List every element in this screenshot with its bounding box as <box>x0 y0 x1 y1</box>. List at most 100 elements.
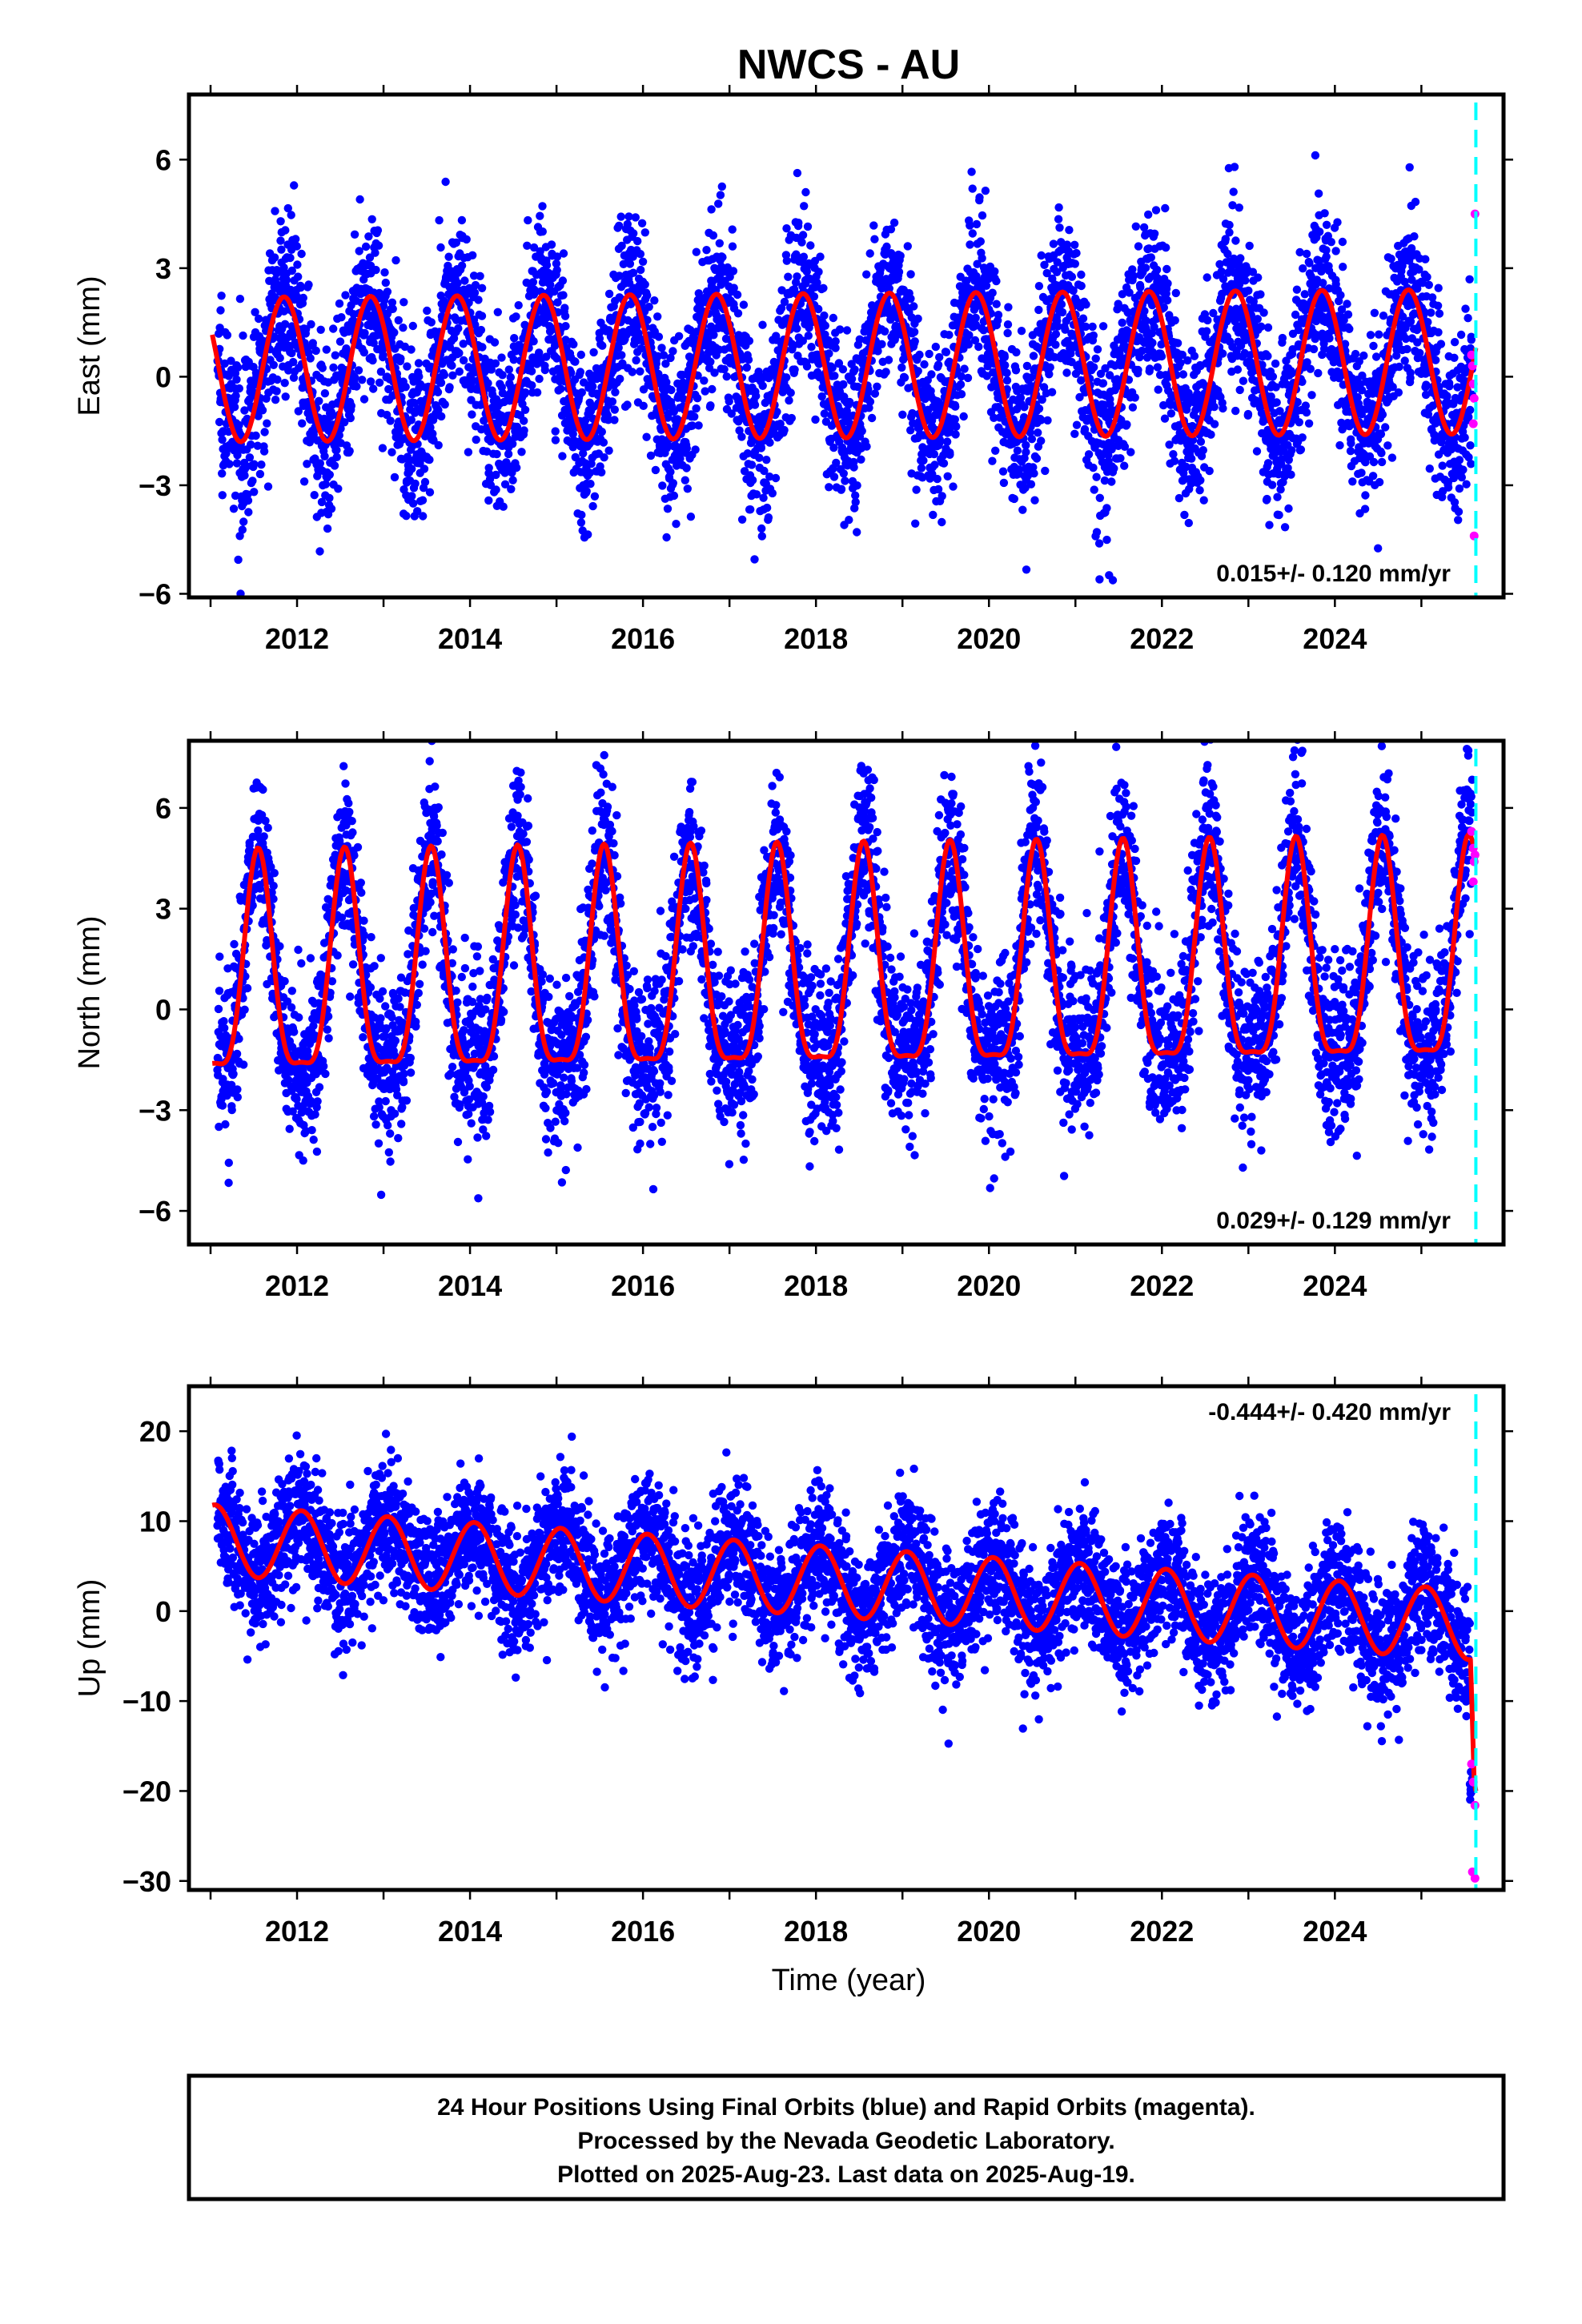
east-final-point <box>1394 388 1403 397</box>
east-final-point <box>371 265 380 275</box>
east-final-point <box>263 482 273 491</box>
east-final-point <box>220 359 229 368</box>
east-final-point <box>927 370 936 379</box>
east-final-point <box>862 270 871 279</box>
east-final-point <box>276 236 285 245</box>
east-final-point <box>976 237 986 246</box>
east-final-point <box>797 238 806 247</box>
east-final-point <box>408 464 416 473</box>
east-final-point <box>1241 276 1250 285</box>
east-final-point <box>681 476 689 485</box>
east-final-point <box>693 394 702 403</box>
east-final-point <box>1069 286 1078 296</box>
east-final-point <box>315 547 324 556</box>
east-final-point <box>239 331 247 340</box>
east-final-point <box>757 444 765 452</box>
east-final-point <box>882 242 891 251</box>
east-final-point <box>847 375 857 384</box>
east-final-point <box>940 387 949 396</box>
east-final-point <box>243 496 253 505</box>
east-final-point <box>1359 351 1368 360</box>
east-final-point <box>1331 247 1340 255</box>
east-final-point <box>1190 352 1199 360</box>
east-final-point <box>1034 305 1043 315</box>
east-final-point <box>765 472 774 481</box>
east-final-point <box>942 437 952 446</box>
east-final-point <box>653 312 662 321</box>
east-final-point <box>387 298 397 307</box>
east-final-point <box>457 261 467 270</box>
east-final-point <box>437 412 446 421</box>
east-final-point <box>1043 416 1052 425</box>
east-final-point <box>444 252 453 261</box>
east-final-point <box>332 445 341 455</box>
east-final-point <box>287 348 296 358</box>
east-final-point <box>1235 385 1244 395</box>
east-final-point <box>1368 472 1378 480</box>
east-final-point <box>780 425 789 435</box>
east-final-point <box>1150 229 1159 238</box>
east-final-point <box>1016 393 1026 402</box>
east-final-point <box>1088 322 1097 332</box>
east-final-point <box>330 461 339 470</box>
east-final-point <box>318 364 327 372</box>
east-final-point <box>880 327 889 336</box>
east-final-point <box>1252 447 1262 456</box>
east-final-point <box>490 338 500 347</box>
east-final-point <box>1306 364 1315 373</box>
east-final-point <box>217 292 226 300</box>
east-final-point <box>556 384 565 393</box>
east-final-point <box>794 219 803 227</box>
east-final-point <box>610 416 619 424</box>
east-final-point <box>1322 246 1331 255</box>
east-final-point <box>514 301 523 310</box>
east-final-point <box>1282 380 1291 389</box>
east-final-point <box>757 524 766 533</box>
east-final-point <box>1178 350 1187 360</box>
east-final-point <box>504 449 513 459</box>
east-final-point <box>1049 287 1058 296</box>
east-final-point <box>244 508 253 517</box>
east-final-point <box>468 251 477 259</box>
east-final-point <box>990 267 999 276</box>
east-final-point <box>1248 267 1258 276</box>
east-final-point <box>559 249 568 258</box>
east-final-point <box>493 308 502 316</box>
east-final-point <box>1010 494 1019 504</box>
east-final-point <box>1335 440 1344 450</box>
east-final-point <box>1377 448 1386 457</box>
east-final-point <box>239 517 248 526</box>
east-final-point <box>470 288 480 297</box>
east-final-point <box>1084 450 1094 459</box>
east-final-point <box>462 235 471 244</box>
east-final-point <box>925 349 934 359</box>
east-final-point <box>380 268 389 277</box>
east-final-point <box>1095 575 1104 584</box>
east-final-point <box>870 389 880 398</box>
east-final-point <box>820 409 829 418</box>
east-final-point <box>1271 383 1280 392</box>
east-final-point <box>1236 254 1245 263</box>
east-final-point <box>1157 352 1166 361</box>
east-final-point <box>979 326 988 335</box>
east-final-point <box>1046 363 1054 372</box>
east-final-point <box>1299 264 1307 273</box>
east-final-point <box>1058 308 1067 317</box>
east-final-point <box>718 253 727 262</box>
east-final-point <box>1244 286 1253 296</box>
east-final-point <box>553 298 562 307</box>
east-final-point <box>628 268 638 277</box>
east-final-point <box>1287 446 1296 455</box>
east-final-point <box>1325 284 1334 293</box>
east-final-point <box>227 356 235 365</box>
east-final-point <box>1053 258 1062 267</box>
east-final-point <box>310 491 319 500</box>
east-final-point <box>834 359 844 368</box>
east-final-point <box>747 460 757 469</box>
east-final-point <box>933 474 942 484</box>
east-final-point <box>865 397 875 406</box>
east-final-point <box>540 365 549 375</box>
east-final-point <box>235 420 243 430</box>
east-final-point <box>346 413 355 423</box>
east-final-point <box>757 532 766 541</box>
